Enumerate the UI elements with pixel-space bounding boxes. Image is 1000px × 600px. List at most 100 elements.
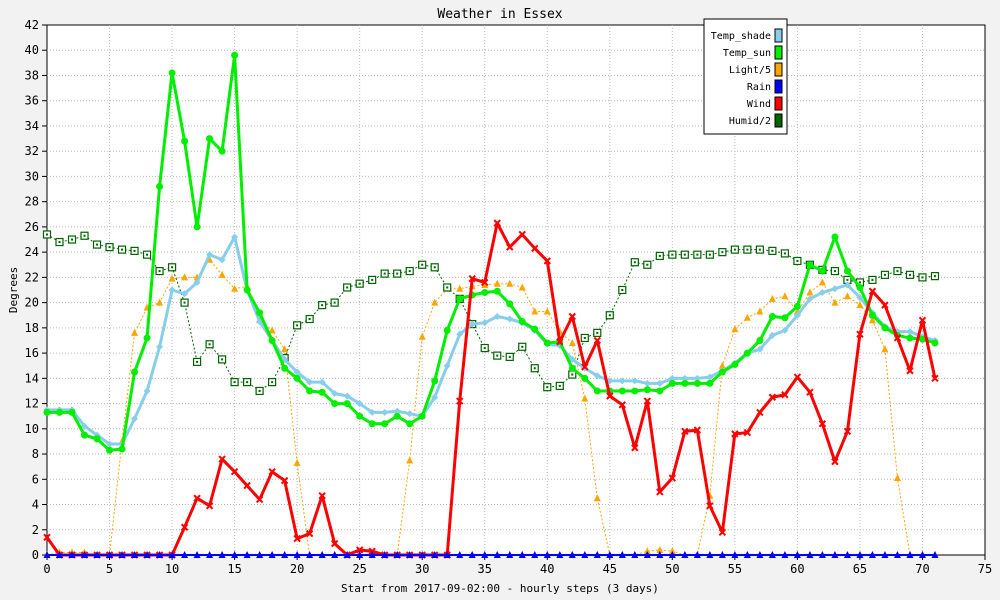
rain-point (443, 551, 451, 558)
rain-point (118, 551, 126, 558)
temp-sun-point (806, 261, 814, 269)
temp-shade-point (431, 393, 439, 401)
light-5-point (493, 279, 501, 287)
temp-shade-point (468, 320, 476, 328)
light-5-point (506, 279, 514, 287)
humid-2-point-dot (146, 253, 149, 256)
temp-sun-point (93, 435, 101, 443)
temp-shade-point (131, 415, 139, 423)
humid-2-point-dot (271, 381, 274, 384)
y-tick-label: 4 (32, 498, 39, 512)
rain-point (343, 551, 351, 558)
humid-2-point-dot (708, 253, 711, 256)
rain-point (481, 551, 489, 558)
temp-shade-point (306, 378, 314, 386)
wind-point (806, 388, 814, 396)
y-tick-label: 14 (25, 371, 39, 385)
temp-sun-point (693, 379, 701, 387)
legend-swatch (774, 113, 783, 128)
rain-point (831, 551, 839, 558)
rain-point (281, 551, 289, 558)
temp-shade-point (618, 377, 626, 385)
wind-point (918, 316, 927, 324)
temp-shade-point (681, 374, 689, 382)
wind-point (693, 426, 702, 434)
wind-point (456, 397, 464, 405)
rain-point (106, 551, 114, 558)
temp-shade-point (856, 294, 864, 302)
y-tick-label: 38 (25, 68, 39, 82)
temp-shade-point (443, 362, 451, 370)
light-5-point (531, 307, 539, 315)
wind-point (581, 363, 589, 371)
temp-sun-point (343, 400, 351, 408)
rain-point (406, 551, 414, 558)
temp-shade-point (181, 290, 189, 298)
legend-label: Temp_shade (711, 31, 771, 42)
humid-2-point-dot (333, 301, 336, 304)
light-5-point (643, 547, 651, 555)
x-tick-label: 65 (853, 562, 867, 576)
temp-shade-point (106, 440, 114, 448)
y-tick-label: 26 (25, 220, 39, 234)
wind-point (868, 287, 877, 295)
wind-point (681, 427, 689, 436)
light-5-point (481, 280, 489, 288)
rain-point (618, 551, 626, 558)
rain-point (681, 551, 689, 558)
wind-point (468, 274, 476, 283)
humid-2-point-dot (183, 301, 186, 304)
legend-swatch (774, 62, 783, 77)
temp-shade-point (381, 408, 389, 416)
humid-2-point-dot (196, 360, 199, 363)
light-5-point (781, 292, 789, 300)
temp-shade-point (456, 330, 464, 338)
rain-point (131, 551, 139, 558)
x-tick-label: 25 (352, 562, 366, 576)
temp-shade-point (781, 326, 789, 334)
humid-2-point-dot (446, 286, 449, 289)
wind-point (768, 393, 777, 401)
legend-swatch (774, 45, 783, 60)
temp-sun-point (581, 374, 589, 382)
rain-point (893, 551, 901, 558)
rain-point (531, 551, 539, 558)
light-5-point (756, 307, 764, 315)
humid-2-point-dot (608, 314, 611, 317)
humid-2-point-dot (258, 389, 261, 392)
light-5-point (168, 274, 176, 282)
rain-point (318, 551, 326, 558)
humid-2-point-dot (46, 233, 48, 236)
y-axis-label: Degrees (7, 267, 20, 313)
temp-sun-point (731, 360, 739, 368)
temp-sun-point (393, 412, 401, 420)
temp-sun-point (193, 223, 201, 231)
temp-sun-point (68, 408, 76, 416)
axes: 0246810121416182022242628303234363840420… (25, 18, 993, 576)
temp-sun-point (568, 364, 576, 372)
wind-point (355, 546, 364, 554)
y-tick-label: 28 (25, 195, 39, 209)
rain-point (593, 551, 601, 558)
temp-sun-point (293, 374, 301, 382)
x-tick-label: 55 (728, 562, 742, 576)
x-tick-label: 75 (978, 562, 992, 576)
x-tick-label: 0 (43, 562, 50, 576)
rain-point (456, 551, 464, 558)
light-5-point (656, 545, 664, 553)
humid-2-point-dot (633, 261, 636, 264)
wind-point (706, 502, 714, 510)
series-rain (43, 551, 939, 558)
humid-2-point-dot (296, 324, 299, 327)
humid-2-point-dot (758, 248, 761, 251)
rain-point (68, 551, 76, 558)
temp-shade-point (843, 281, 851, 289)
rain-point (493, 551, 501, 558)
humid-2-point-dot (621, 289, 624, 291)
humid-2-point-dot (596, 331, 599, 334)
legend-swatch (774, 28, 783, 43)
wind-point (618, 401, 627, 409)
wind-point (280, 476, 289, 485)
y-tick-label: 0 (32, 548, 39, 562)
temp-sun-point (368, 420, 376, 428)
